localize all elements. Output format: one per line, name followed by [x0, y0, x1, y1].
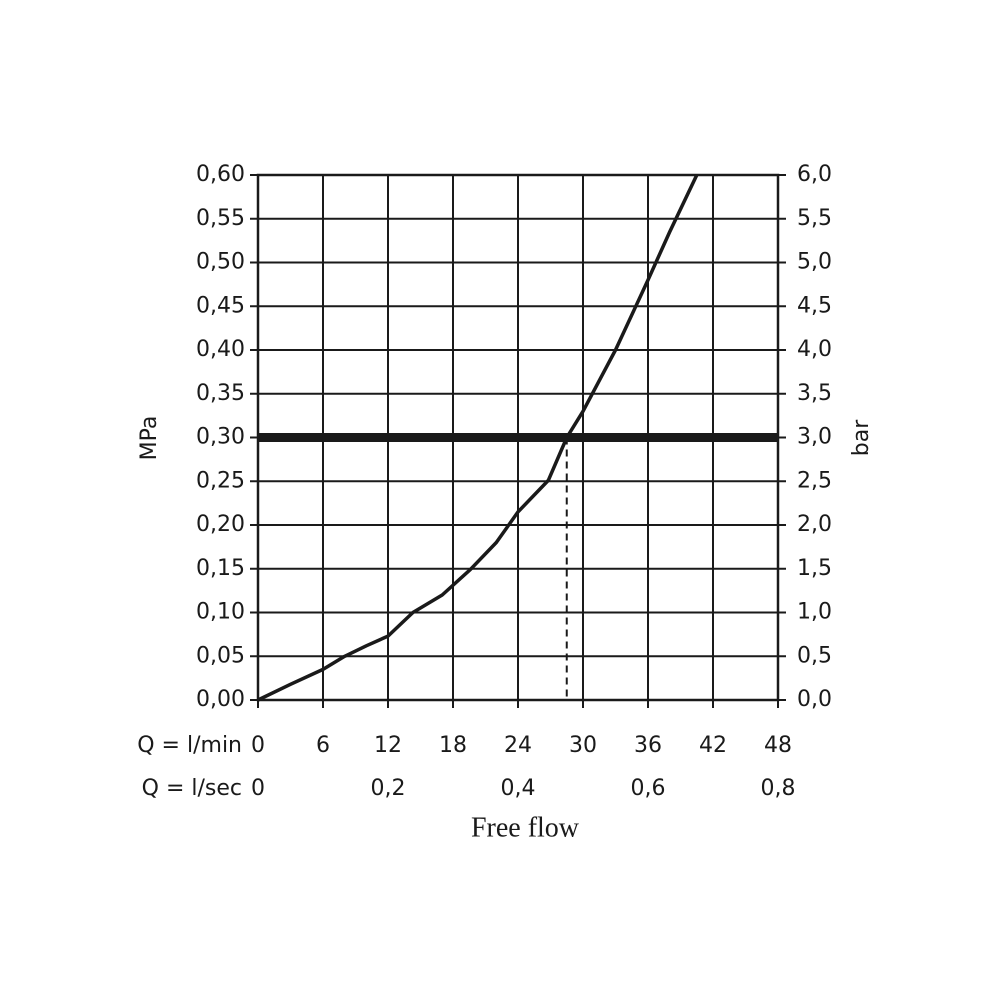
y-tick-label: 0,50	[196, 250, 245, 275]
x-tick-label: 42	[699, 733, 727, 758]
y-tick-label: 0,55	[196, 206, 245, 231]
y-tick-label: 0,35	[196, 381, 245, 406]
x2-tick-label: 0,4	[501, 776, 536, 801]
y-tick-label: 0,30	[196, 425, 245, 450]
y-tick-label: 0,10	[196, 600, 245, 625]
x2-tick-label: 0,6	[631, 776, 666, 801]
x-tick-label: 6	[316, 733, 330, 758]
y-tick-label: 0,20	[196, 512, 245, 537]
y2-tick-label: 3,0	[797, 425, 832, 450]
y2-tick-label: 0,5	[797, 643, 832, 668]
x2-tick-label: 0,2	[371, 776, 406, 801]
y2-tick-label: 6,0	[797, 162, 832, 187]
y2-axis-label: bar	[849, 419, 874, 456]
y2-tick-label: 3,5	[797, 381, 832, 406]
y-tick-label: 0,00	[196, 687, 245, 712]
curve	[257, 174, 699, 702]
x-tick-label: 36	[634, 733, 662, 758]
y2-tick-label: 4,0	[797, 337, 832, 362]
x2-tick-label: 0	[251, 776, 265, 801]
x2-tick-label: 0,8	[761, 776, 796, 801]
chart-title: Free flow	[471, 812, 580, 843]
y2-tick-label: 1,0	[797, 600, 832, 625]
y2-tick-label: 5,0	[797, 250, 832, 275]
y2-tick-label: 2,0	[797, 512, 832, 537]
y-tick-label: 0,45	[196, 293, 245, 318]
x-tick-label: 0	[251, 733, 265, 758]
x-tick-label: 24	[504, 733, 532, 758]
y-axis-label: MPa	[137, 416, 162, 461]
x-tick-label: 48	[764, 733, 792, 758]
y-tick-label: 0,60	[196, 162, 245, 187]
x-tick-label: 12	[374, 733, 402, 758]
y2-tick-label: 0,0	[797, 687, 832, 712]
x-axis-label: Q = l/min	[137, 733, 242, 758]
x2-axis-label: Q = l/sec	[142, 776, 242, 801]
y2-tick-label: 5,5	[797, 206, 832, 231]
y-tick-label: 0,05	[196, 643, 245, 668]
x-tick-label: 30	[569, 733, 597, 758]
y-tick-label: 0,25	[196, 468, 245, 493]
y2-tick-label: 4,5	[797, 293, 832, 318]
y2-tick-label: 2,5	[797, 468, 832, 493]
y-tick-label: 0,15	[196, 556, 245, 581]
y2-tick-label: 1,5	[797, 556, 832, 581]
x-tick-label: 18	[439, 733, 467, 758]
y-tick-label: 0,40	[196, 337, 245, 362]
